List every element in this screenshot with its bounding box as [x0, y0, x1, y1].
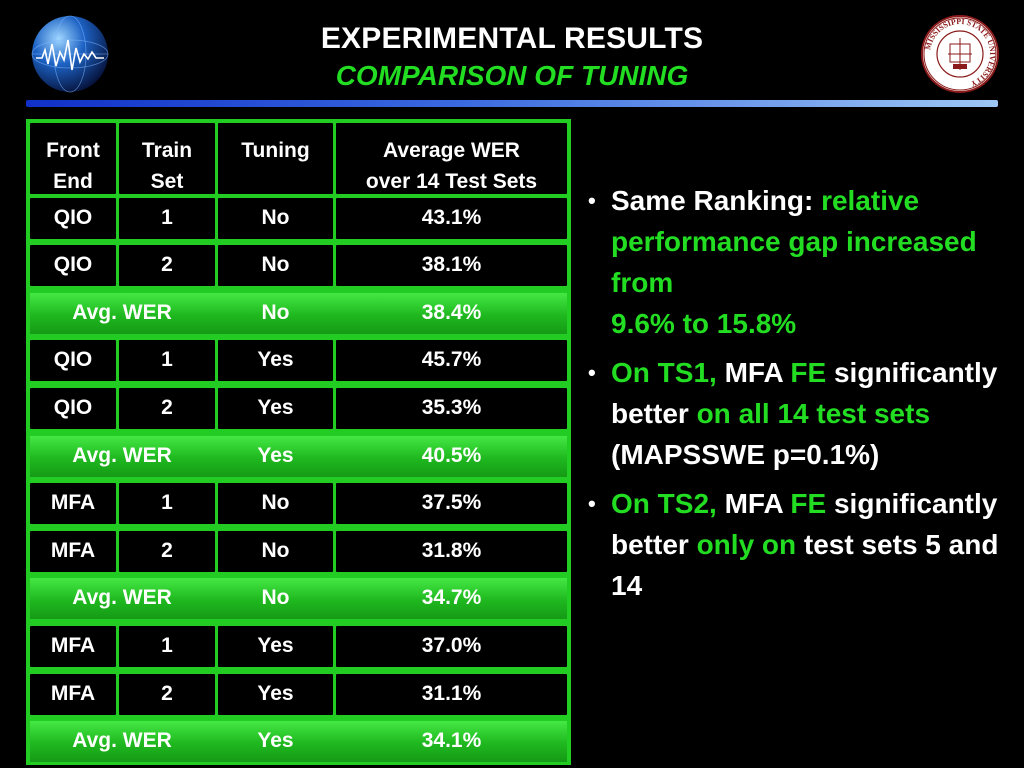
- front-end-cell: QIO: [30, 198, 116, 239]
- bullet-text: MFA: [724, 488, 791, 519]
- train-set-cell: 2: [119, 388, 215, 429]
- bullet-text: only on: [696, 529, 804, 560]
- average-row: [30, 578, 567, 619]
- bullet-text: FE: [790, 357, 834, 388]
- bullet-text: On TS1,: [611, 357, 725, 388]
- header-average-wer: Average WER over 14 Test Sets: [336, 123, 567, 194]
- wer-cell: 45.7%: [336, 340, 567, 381]
- wer-cell: 43.1%: [336, 198, 567, 239]
- train-set-cell: 1: [119, 626, 215, 667]
- front-end-cell: MFA: [30, 483, 116, 524]
- tuning-cell: No: [218, 483, 333, 524]
- front-end-cell: MFA: [30, 674, 116, 715]
- bullet-text: significantly better: [611, 357, 998, 429]
- average-row: [30, 436, 567, 477]
- wer-cell: 37.0%: [336, 626, 567, 667]
- slide-title: EXPERIMENTAL RESULTS: [320, 22, 704, 55]
- avg-label-cell: Avg. WER: [72, 729, 172, 753]
- header-tuning: Tuning: [218, 123, 333, 194]
- header-train-set: Train Set: [119, 123, 215, 194]
- avg-label-cell: Avg. WER: [72, 301, 172, 325]
- avg-label-cell: Avg. WER: [72, 444, 172, 468]
- tuning-cell: No: [261, 586, 290, 610]
- wer-cell: 31.1%: [336, 674, 567, 715]
- average-row: [30, 293, 567, 334]
- front-end-cell: MFA: [30, 626, 116, 667]
- tuning-cell: No: [218, 245, 333, 286]
- train-set-cell: 1: [119, 340, 215, 381]
- tuning-cell: No: [261, 301, 290, 325]
- tuning-cell: Yes: [218, 674, 333, 715]
- bullet-item: • Same Ranking: relative performance gap …: [588, 180, 1008, 344]
- bullet-dot: •: [588, 360, 596, 385]
- tuning-cell: Yes: [257, 729, 294, 753]
- bullet-text: significantly better: [611, 488, 998, 560]
- avg-label-cell: Avg. WER: [72, 586, 172, 610]
- bullet-list: • Same Ranking: relative performance gap …: [588, 180, 1008, 614]
- results-table: Front End Train Set Tuning Average WER over…: [26, 119, 571, 765]
- train-set-cell: 2: [119, 245, 215, 286]
- train-set-cell: 2: [119, 674, 215, 715]
- tuning-cell: No: [218, 531, 333, 572]
- bullet-text: Same Ranking:: [611, 185, 822, 216]
- bullet-text: MFA: [724, 357, 791, 388]
- wer-cell: 37.5%: [336, 483, 567, 524]
- university-seal: MISSISSIPPI STATE UNIVERSITY: [920, 14, 1000, 94]
- title-rule: [26, 100, 998, 107]
- tuning-cell: No: [218, 198, 333, 239]
- wer-cell: 35.3%: [336, 388, 567, 429]
- slide-subtitle: COMPARISON OF TUNING: [335, 60, 689, 91]
- tuning-cell: Yes: [218, 626, 333, 667]
- bullet-text: relative performance gap increased from: [611, 185, 977, 298]
- bullet-item: • On TS1, MFA FE significantly better on …: [588, 352, 1008, 475]
- wer-cell: 38.1%: [336, 245, 567, 286]
- front-end-cell: MFA: [30, 531, 116, 572]
- bullet-dot: •: [588, 491, 596, 516]
- front-end-cell: QIO: [30, 340, 116, 381]
- bullet-dot: •: [588, 188, 596, 213]
- tuning-cell: Yes: [218, 340, 333, 381]
- average-row: [30, 721, 567, 762]
- bullet-text: 9.6% to 15.8%: [611, 308, 797, 339]
- bullet-text: FE: [790, 488, 834, 519]
- bullet-text: (MAPSSWE p=0.1%): [611, 439, 880, 470]
- wer-cell: 40.5%: [421, 444, 482, 468]
- wer-cell: 34.7%: [421, 586, 482, 610]
- bullet-text: test sets 5 and 14: [611, 529, 999, 601]
- wer-cell: 31.8%: [336, 531, 567, 572]
- front-end-cell: QIO: [30, 245, 116, 286]
- bullet-text: on all 14 test sets: [696, 398, 931, 429]
- tuning-cell: Yes: [218, 388, 333, 429]
- bullet-item: • On TS2, MFA FE significantly better onl…: [588, 483, 1008, 606]
- header-front-end: Front End: [30, 123, 116, 194]
- wer-cell: 38.4%: [421, 301, 482, 325]
- tuning-cell: Yes: [257, 444, 294, 468]
- train-set-cell: 1: [119, 483, 215, 524]
- train-set-cell: 1: [119, 198, 215, 239]
- bullet-text: On TS2,: [611, 488, 725, 519]
- front-end-cell: QIO: [30, 388, 116, 429]
- train-set-cell: 2: [119, 531, 215, 572]
- wer-cell: 34.1%: [421, 729, 482, 753]
- globe-logo: [30, 14, 110, 94]
